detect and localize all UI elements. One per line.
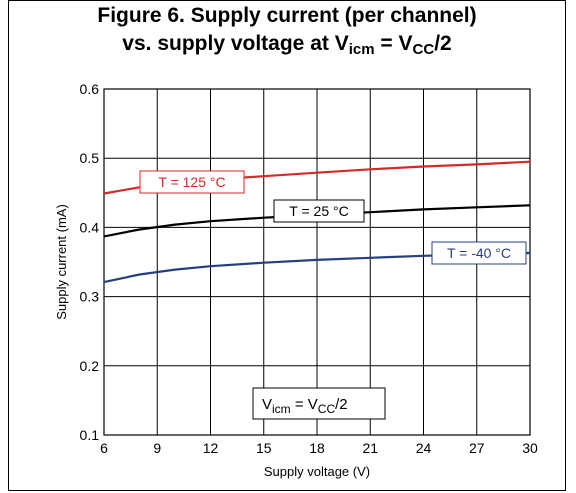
- series-label: T = 25 °C: [289, 203, 348, 219]
- chart-title-line2: vs. supply voltage at Vicm = VCC/2: [8, 32, 566, 58]
- x-axis-label: Supply voltage (V): [264, 464, 370, 479]
- x-tick-label: 9: [153, 440, 161, 456]
- y-tick-label: 0.2: [80, 358, 100, 374]
- condition-annotation: Vicm = VCC/2: [262, 396, 348, 416]
- chart-title-line1: Figure 6. Supply current (per channel): [8, 4, 566, 28]
- x-tick-label: 12: [203, 440, 219, 456]
- x-tick-label: 21: [362, 440, 378, 456]
- y-tick-label: 0.5: [80, 150, 100, 166]
- chart-title-sub-icm: icm: [348, 41, 375, 58]
- series-label: T = -40 °C: [447, 245, 511, 261]
- y-tick-label: 0.1: [80, 427, 100, 443]
- y-axis-label: Supply current (mA): [54, 204, 69, 320]
- y-tick-label: 0.3: [80, 289, 100, 305]
- plot-area-border: [103, 88, 531, 436]
- y-tick-label: 0.6: [80, 81, 100, 97]
- series-label: T = 125 °C: [158, 174, 225, 190]
- x-tick-label: 24: [416, 440, 432, 456]
- x-tick-label: 30: [522, 440, 538, 456]
- condition-annotation-box: [252, 387, 386, 420]
- series-label-box: [431, 241, 527, 265]
- x-tick-label: 18: [309, 440, 325, 456]
- series-label-box: [139, 170, 245, 194]
- chart-title-sub-cc: CC: [412, 41, 435, 58]
- x-tick-label: 6: [100, 440, 108, 456]
- x-tick-label: 15: [256, 440, 272, 456]
- chart-title-mid: = V: [374, 32, 413, 55]
- series-label-box: [273, 199, 365, 223]
- y-tick-label: 0.4: [80, 219, 100, 235]
- chart-title-text2: vs. supply voltage at V: [122, 32, 349, 55]
- chart-title-text1: Figure 6. Supply current (per channel): [97, 4, 477, 27]
- chart-title-suffix: /2: [434, 32, 452, 55]
- x-tick-label: 27: [469, 440, 485, 456]
